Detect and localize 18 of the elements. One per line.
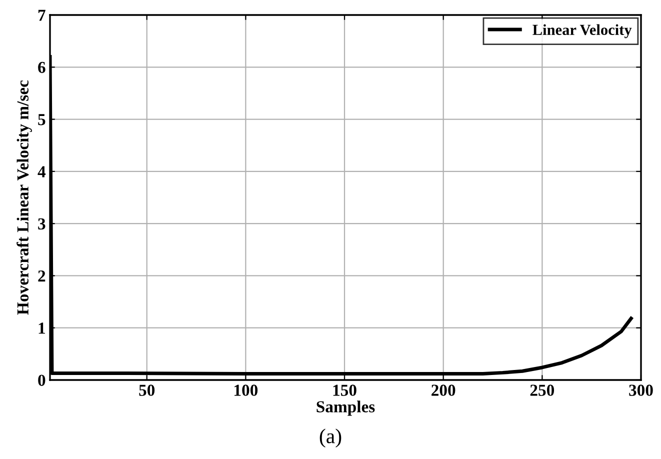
y-axis-title: Hovercraft Linear Velocity m/sec (16, 80, 32, 315)
x-axis-title: Samples (316, 400, 375, 416)
x-tick-label: 150 (333, 384, 356, 396)
x-tick-label: 200 (432, 384, 456, 396)
text: (a) (320, 428, 342, 448)
y-tick-label: 1 (38, 322, 45, 334)
x-tick-label: 50 (139, 384, 155, 396)
y-tick-label: 2 (38, 270, 46, 282)
x-tick-label: 300 (629, 384, 653, 396)
y-tick-label: 3 (38, 218, 46, 230)
y-tick-label: 4 (38, 166, 46, 178)
legend-label: Linear Velocity (532, 24, 632, 38)
y-tick-label: 6 (38, 62, 46, 74)
x-tick-label: 250 (530, 384, 554, 396)
x-tick-label: 100 (234, 384, 258, 396)
y-tick-label: 5 (38, 114, 46, 126)
y-tick-label: 7 (38, 10, 46, 21)
y-tick-label: 0 (38, 374, 46, 386)
